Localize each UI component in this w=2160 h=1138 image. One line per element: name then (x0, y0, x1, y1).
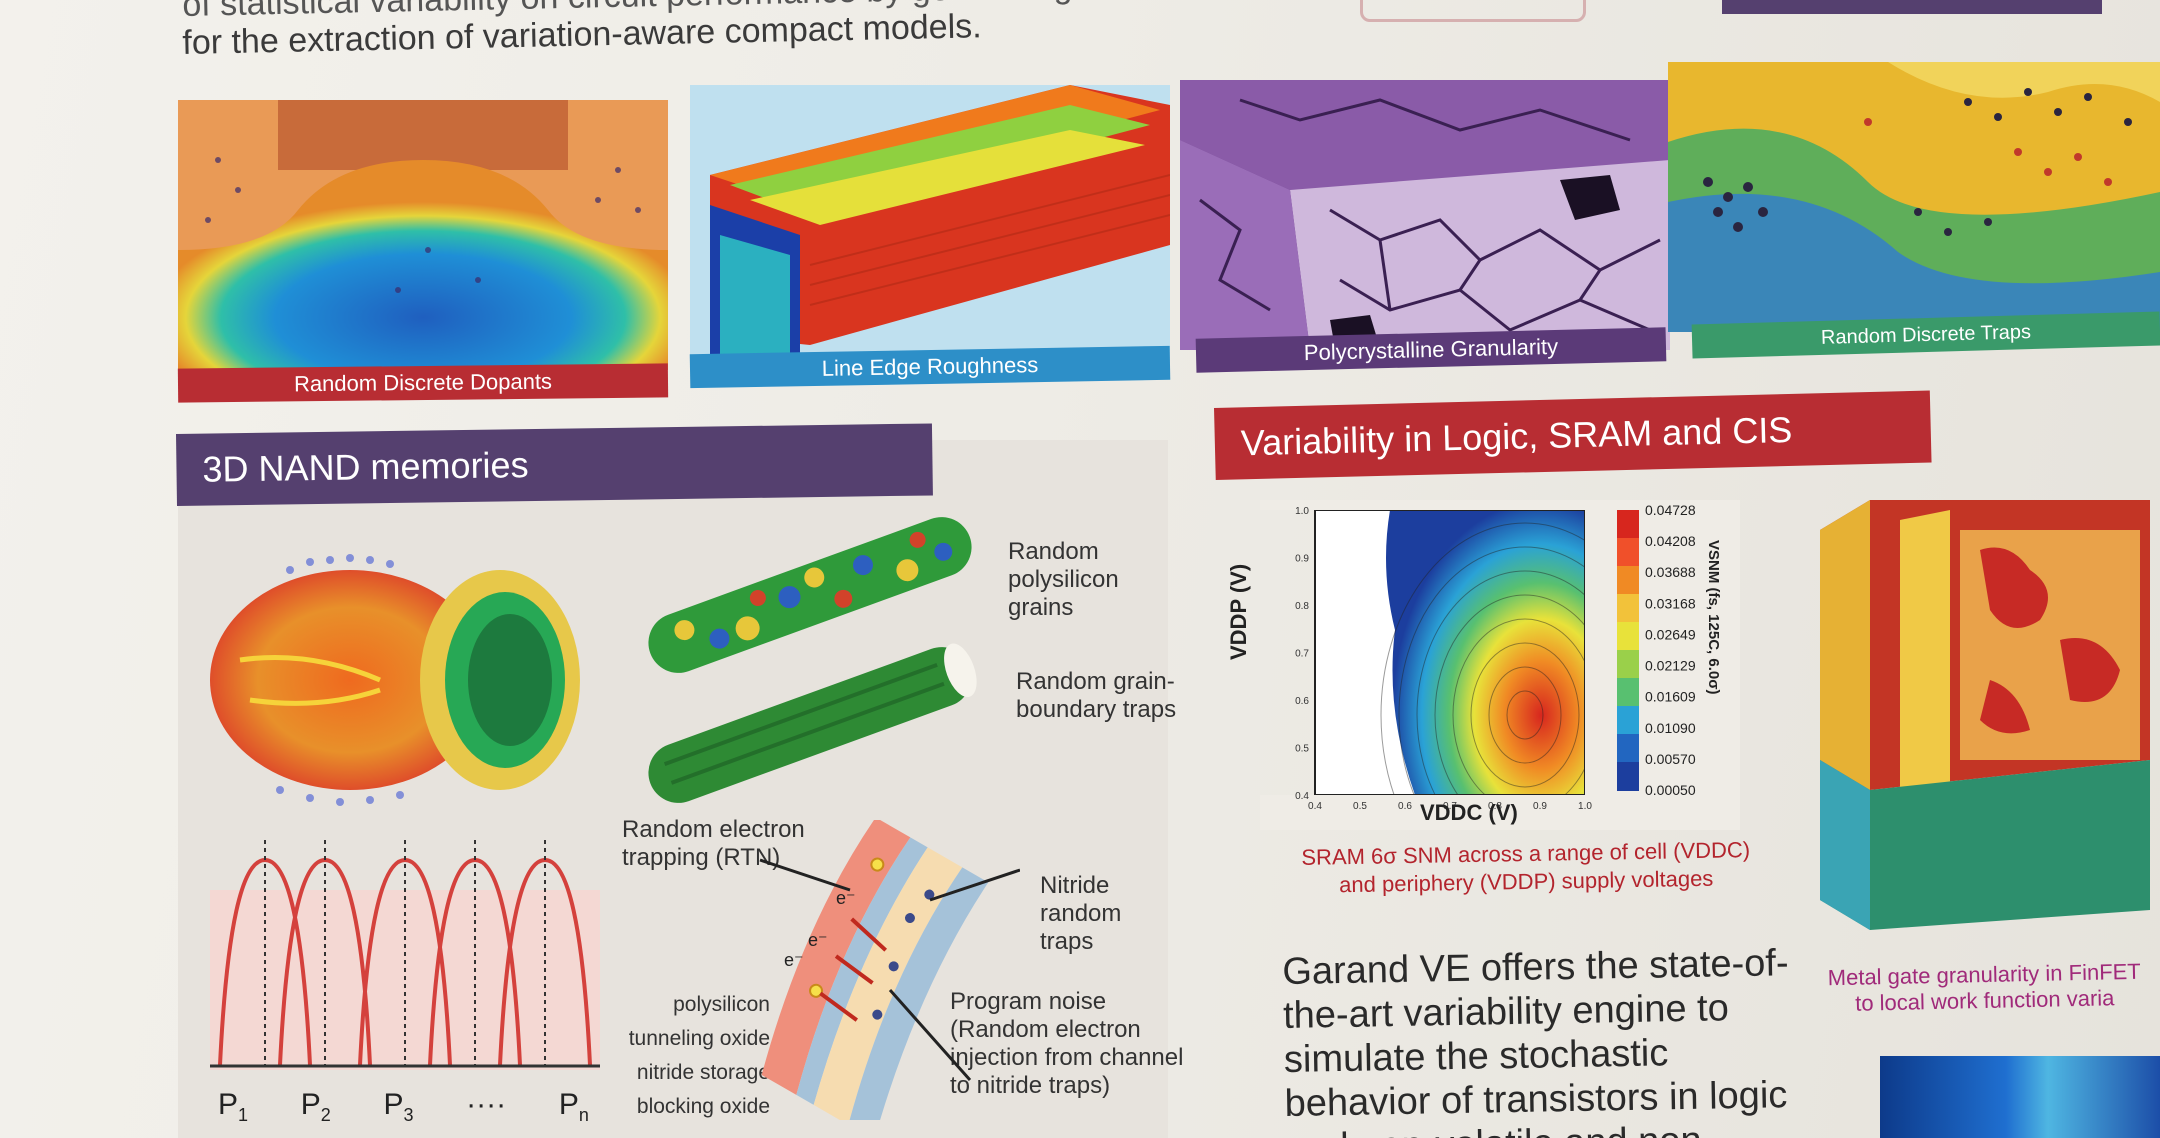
contour-line (1488, 666, 1562, 764)
colorbar-segment (1617, 706, 1639, 735)
colorbar-tick-label: 0.02649 (1645, 626, 1696, 642)
heatmap-surface (1386, 510, 1585, 795)
colorbar-segment (1617, 538, 1639, 567)
y-tick-label: 0.5 (1295, 744, 1309, 755)
state-label-p2: P2 (300, 1088, 331, 1125)
y-tick-label: 0.6 (1295, 696, 1309, 707)
state-labels: P1 P2 P3 ···· Pn (218, 1088, 589, 1126)
label-nitride-traps: Nitride random traps (1040, 872, 1122, 955)
polycrystalline-granularity-image (1180, 80, 1670, 350)
sram-caption: SRAM 6σ SNM across a range of cell (VDDC… (1301, 837, 1751, 898)
electron-label-3: e⁻ (784, 950, 804, 970)
electron-label-1: e⁻ (836, 888, 856, 908)
polysilicon-channel-image (620, 510, 1000, 680)
y-tick-label: 0.8 (1295, 601, 1309, 612)
colorbar-segment (1617, 510, 1639, 539)
colorbar-segment (1617, 622, 1639, 651)
colorbar-segment (1617, 734, 1639, 763)
colorbar-axis-label: VSNM (fs, 125C, 6.0σ) (1705, 540, 1722, 695)
colorbar-segment (1617, 566, 1639, 595)
colorbar-segment (1617, 678, 1639, 707)
x-tick-label: 0.8 (1488, 801, 1502, 812)
y-tick-label: 0.4 (1295, 791, 1309, 802)
chart-x-axis-label: VDDC (V) (1420, 800, 1518, 825)
garand-description: Garand VE offers the state-of- the-art v… (1282, 942, 1789, 1138)
x-tick-label: 1.0 (1578, 801, 1592, 812)
colorbar-segment (1617, 762, 1639, 791)
electron-label-2: e⁻ (808, 930, 828, 950)
nand-cylinder-image (200, 540, 600, 810)
mechanism-label-ler: Line Edge Roughness (689, 345, 1171, 389)
x-tick-label: 0.9 (1533, 801, 1547, 812)
colorbar-tick-label: 0.03168 (1645, 595, 1696, 611)
colorbar-tick-label: 0.00570 (1645, 751, 1696, 767)
label-program-noise: Program noise (Random electron injection… (950, 988, 1184, 1099)
colorbar-tick-label: 0.00050 (1645, 782, 1696, 798)
y-tick-label: 0.7 (1295, 649, 1309, 660)
mechanism-label-dopants: Random Discrete Dopants (177, 363, 669, 403)
colorbar-tick-label: 0.02129 (1645, 658, 1696, 674)
colorbar-tick-label: 0.04728 (1645, 502, 1696, 518)
state-label-p3: P3 (383, 1088, 414, 1125)
top-button-outline (1360, 0, 1586, 22)
colorbar-tick-label: 0.04208 (1645, 533, 1696, 549)
colorbar-tick-label: 0.01609 (1645, 689, 1696, 705)
x-tick-label: 0.5 (1353, 801, 1367, 812)
label-layer-stack: polysilicon tunneling oxide nitride stor… (628, 993, 770, 1118)
chart-y-axis-label: VDDP (V) (1226, 563, 1251, 660)
state-label-pn: Pn (558, 1088, 589, 1125)
line-edge-roughness-image (690, 85, 1170, 365)
label-grain-boundary-traps: Random grain- boundary traps (1016, 668, 1177, 723)
colorbar-tick-label: 0.03688 (1645, 564, 1696, 580)
nand-section-title: 3D NAND memories (176, 423, 933, 506)
vt-distribution-diagram (210, 840, 600, 1070)
finfet-metal-gate-image (1810, 470, 2160, 940)
colorbar-segment (1617, 594, 1639, 623)
label-poly-grains: Random polysilicon grains (1008, 538, 1119, 621)
bottom-right-image (1880, 1056, 2160, 1138)
random-discrete-traps-image (1668, 62, 2160, 332)
snm-heatmap-chart: 0.4 0.5 0.6 0.7 0.8 0.9 1.0 0.4 0.5 0.6 0.7 0.8 0.9 1… (1260, 500, 1740, 830)
contour-line (1470, 642, 1580, 788)
contour-line (1506, 690, 1544, 740)
random-discrete-dopants-image (178, 100, 668, 370)
top-purple-bar (1722, 0, 2102, 14)
y-tick-label: 0.9 (1295, 554, 1309, 565)
x-tick-label: 0.7 (1443, 801, 1457, 812)
finfet-caption: Metal gate granularity in FinFET to loca… (1827, 958, 2141, 1016)
colorbar-segment (1617, 650, 1639, 679)
x-tick-label: 0.6 (1398, 801, 1412, 812)
layer-stack-diagram (740, 820, 1020, 1120)
x-tick-label: 0.4 (1308, 801, 1322, 812)
logic-section-title: Variability in Logic, SRAM and CIS (1214, 390, 1932, 480)
grain-boundary-channel-image (620, 640, 1000, 810)
state-label-p1: P1 (218, 1088, 249, 1125)
y-tick-label: 1.0 (1295, 506, 1309, 517)
label-rtn: Random electron trapping (RTN) (622, 816, 805, 871)
colorbar-tick-label: 0.01090 (1645, 720, 1696, 736)
state-label-dots: ···· (466, 1088, 507, 1121)
